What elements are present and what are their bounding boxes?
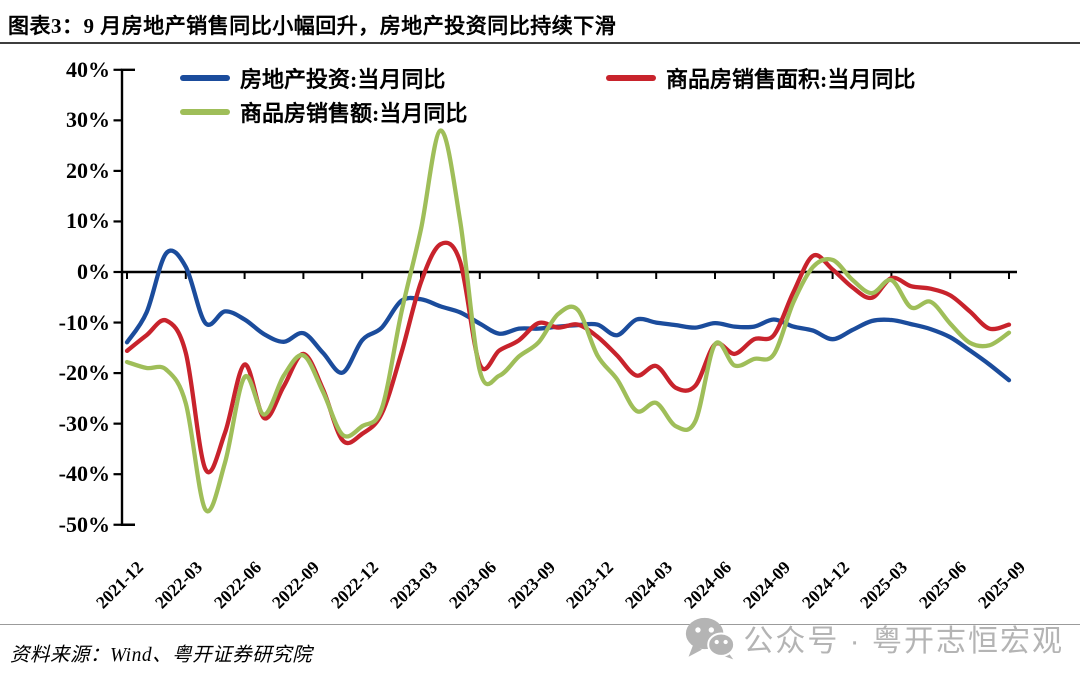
legend-item-sales-area: 商品房销售面积:当月同比	[606, 62, 915, 94]
series-line-sales-area	[124, 240, 1012, 475]
legend-swatch-sales-value	[180, 109, 230, 115]
y-axis-label: -50%	[58, 511, 110, 537]
watermark-text: 公众号 · 粤开志恒宏观	[743, 625, 1064, 658]
legend-item-investment: 房地产投资:当月同比	[180, 62, 445, 94]
chart-title: 图表3：9 月房地产销售同比小幅回升，房地产投资同比持续下滑	[8, 14, 617, 38]
y-axis-label: 0%	[77, 259, 110, 284]
source-note: 资料来源：Wind、粤开证券研究院	[10, 645, 313, 666]
y-axis-label: -10%	[58, 309, 110, 335]
bottom-divider	[0, 624, 1080, 625]
title-divider	[0, 42, 1080, 44]
y-axis-label: 20%	[66, 157, 110, 183]
legend-label-sales-value: 商品房销售额:当月同比	[240, 101, 468, 126]
y-axis-label: 30%	[66, 107, 110, 133]
legend-label-investment: 房地产投资:当月同比	[240, 67, 446, 92]
watermark: 公众号 · 粤开志恒宏观	[685, 616, 1064, 660]
y-axis-label: -30%	[58, 410, 110, 436]
y-axis-label: -20%	[58, 360, 110, 386]
y-axis-label: -40%	[58, 461, 110, 487]
legend-swatch-investment	[180, 75, 230, 81]
wechat-icon	[686, 617, 736, 660]
legend-item-sales-value: 商品房销售额:当月同比	[180, 96, 467, 128]
y-axis-line	[120, 68, 135, 526]
legend-swatch-sales-area	[606, 75, 656, 81]
series-line-sales-value	[124, 128, 1012, 514]
y-axis-label: 40%	[66, 56, 110, 82]
legend-label-sales-area: 商品房销售面积:当月同比	[666, 67, 916, 92]
y-axis-label: 10%	[66, 208, 110, 234]
series-line-investment	[124, 248, 1012, 383]
